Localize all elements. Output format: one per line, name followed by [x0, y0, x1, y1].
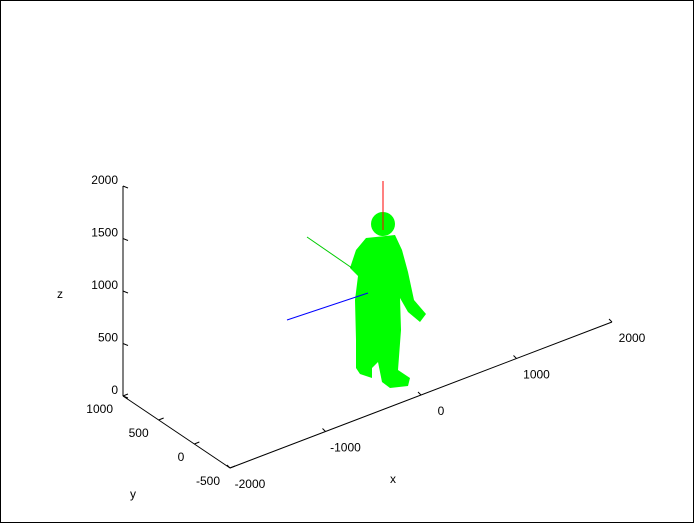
z-axis-label: z [57, 287, 63, 301]
x-tick-label: 0 [438, 404, 445, 418]
y-tick-label: 500 [129, 426, 149, 440]
z-tick-label: 500 [98, 331, 118, 345]
x-tick-label: 1000 [523, 368, 550, 382]
x-tick-label: -1000 [330, 441, 361, 455]
z-tick-label: 1000 [91, 278, 118, 292]
figure: -2000 -1000 0 1000 2000 -500 0 500 1000 0 500 1000 1… [0, 0, 694, 523]
x-axis-label: x [390, 472, 396, 486]
x-tick-label: -2000 [235, 477, 266, 491]
y-tick-label: -500 [196, 474, 220, 488]
z-tick-label: 2000 [91, 173, 118, 187]
page: -2000 -1000 0 1000 2000 -500 0 500 1000 0 500 1000 1… [0, 0, 694, 523]
y-tick-label: 1000 [86, 402, 113, 416]
z-tick-label: 1500 [91, 226, 118, 240]
x-tick-label: 2000 [619, 331, 646, 345]
z-tick-label: 0 [111, 383, 118, 397]
y-axis-label: y [130, 487, 136, 501]
y-tick-label: 0 [178, 450, 185, 464]
